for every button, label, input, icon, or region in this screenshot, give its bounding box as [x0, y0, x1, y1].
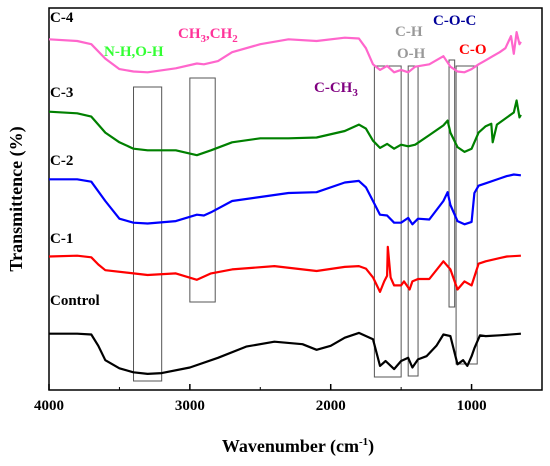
series-line-c-4	[48, 31, 522, 74]
series-line-control	[49, 331, 521, 375]
ch-mid: ,CH	[206, 26, 233, 42]
band-box	[189, 77, 216, 303]
band-box	[373, 65, 402, 378]
series-label-c2: C-2	[50, 153, 73, 169]
band-box	[455, 65, 478, 365]
band-label-c-ch3: C-CH3	[314, 80, 358, 99]
band-label-o-h: O-H	[397, 46, 426, 62]
band-label-nh-oh: N-H,O-H	[104, 44, 164, 60]
band-label-c-o-c: C-O-C	[433, 13, 476, 29]
cch-main: C-CH	[314, 80, 353, 96]
x-tick-label: 2000	[316, 398, 346, 414]
cch-sub: 3	[352, 87, 358, 99]
series-line-c-1	[48, 245, 521, 293]
x-tick-label: 3000	[175, 398, 205, 414]
series-label-control: Control	[50, 293, 100, 309]
ch-sub-2: 2	[232, 33, 238, 45]
series-label-c1: C-1	[50, 231, 73, 247]
series-label-c3: C-3	[50, 85, 73, 101]
ch-sub-1: 3	[201, 33, 207, 45]
band-label-c-h: C-H	[395, 24, 423, 40]
series-label-c4: C-4	[50, 10, 74, 26]
x-tick-label: 1000	[457, 398, 487, 414]
band-box	[133, 86, 163, 382]
band-box	[407, 65, 419, 377]
series-line-c-3	[48, 99, 522, 157]
x-title-end: )	[368, 436, 374, 457]
band-label-ch3-ch2: CH3,CH2	[178, 26, 238, 45]
x-axis-ticks: 4000 3000 2000 1000	[34, 384, 543, 414]
x-axis-title: Wavenumber (cm-1)	[222, 436, 374, 457]
band-label-c-o: C-O	[459, 42, 487, 58]
x-tick-label: 4000	[34, 398, 64, 414]
series-lines	[48, 31, 522, 375]
band-box	[448, 59, 456, 308]
x-title-sup: -1	[359, 436, 368, 448]
band-boxes	[133, 59, 478, 382]
plot-frame	[48, 7, 543, 391]
ch-main: CH	[178, 26, 201, 42]
x-title-main: Wavenumber (cm	[222, 436, 359, 457]
y-axis-title: Transmittence (%)	[6, 126, 27, 271]
series-line-c-2	[49, 173, 522, 226]
